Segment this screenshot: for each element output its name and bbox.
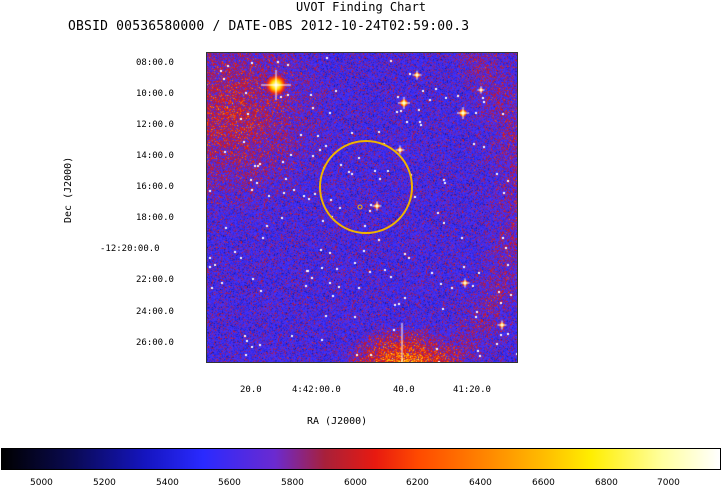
target-marker [357,204,363,210]
dec-tick: 18:00.0 [136,213,174,223]
dec-axis-label: Dec (J2000) [63,156,74,223]
dec-tick: 12:00.0 [136,120,174,130]
colorbar-tick: 6400 [469,478,492,488]
dec-tick: 14:00.0 [136,151,174,161]
colorbar-tick: 6000 [344,478,367,488]
colorbar-tick: 6600 [532,478,555,488]
finding-overlay [319,140,413,234]
dec-tick: 26:00.0 [136,338,174,348]
dec-tick: 16:00.0 [136,182,174,192]
ra-axis-label: RA (J2000) [307,416,368,427]
colorbar-tick: 6800 [595,478,618,488]
colorbar-tick: 5200 [93,478,116,488]
target-region-circle [319,140,413,234]
dec-tick: 24:00.0 [136,307,174,317]
ra-tick: 20.0 [240,385,262,395]
ra-tick: 4:42:00.0 [292,385,341,395]
colorbar-tick: 7000 [657,478,680,488]
ra-tick: 41:20.0 [453,385,491,395]
colorbar-tick: 5600 [218,478,241,488]
dec-tick: -12:20:00.0 [100,244,160,254]
colorbar-tick: 6200 [406,478,429,488]
colorbar-tick: 5000 [30,478,53,488]
ra-tick: 40.0 [393,385,415,395]
colorbar-tick: 5800 [281,478,304,488]
dec-tick: 22:00.0 [136,275,174,285]
dec-tick: 08:00.0 [136,58,174,68]
colorbar [1,448,721,470]
observation-subtitle: OBSID 00536580000 / DATE-OBS 2012-10-24T… [68,19,470,34]
dec-tick: 10:00.0 [136,89,174,99]
colorbar-tick: 5400 [156,478,179,488]
sky-image [206,52,518,363]
chart-title: UVOT Finding Chart [295,0,427,14]
